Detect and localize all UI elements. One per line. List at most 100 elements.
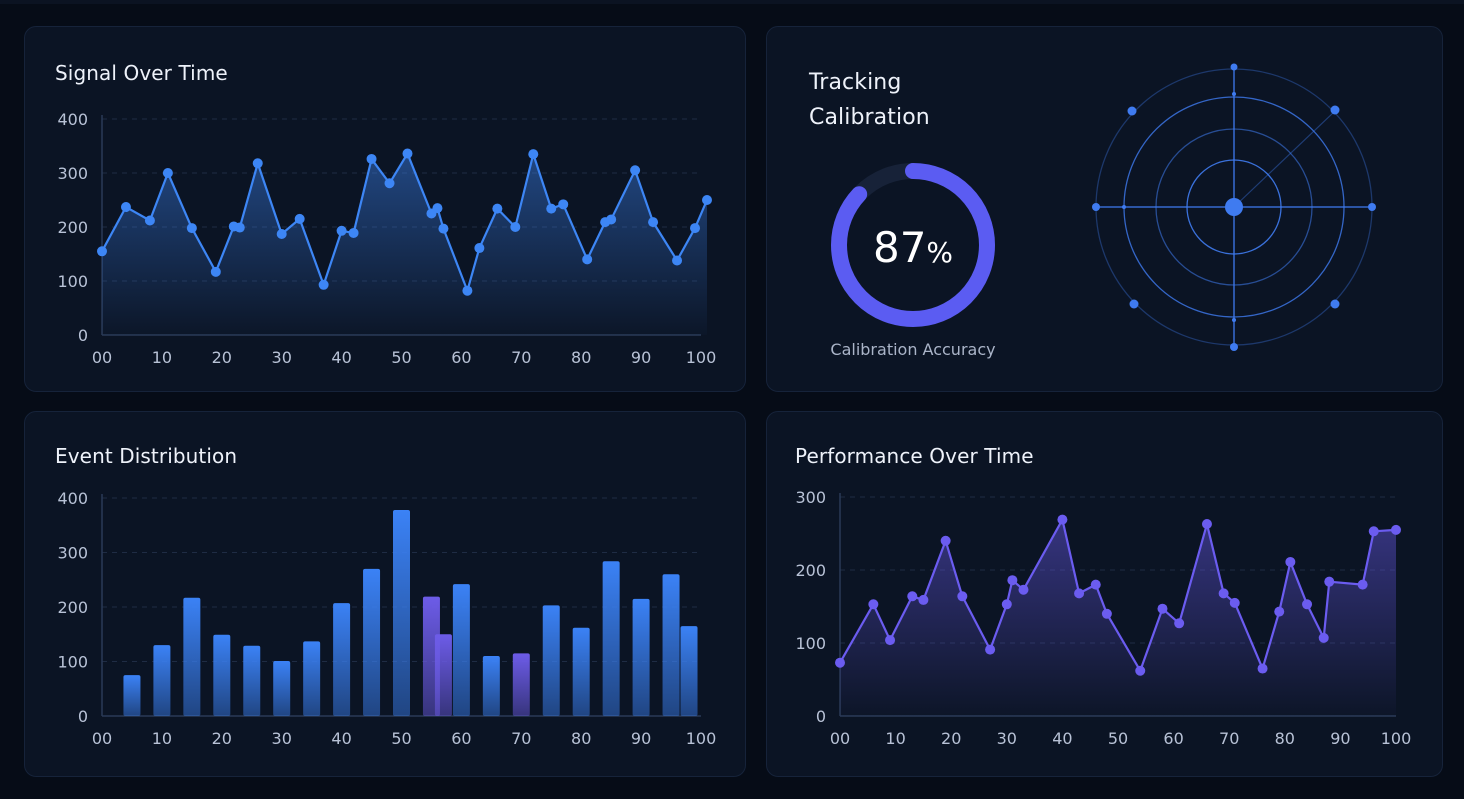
data-point (432, 203, 443, 214)
bar (183, 597, 201, 716)
x-tick-label: 20 (941, 729, 961, 748)
data-point (120, 202, 131, 213)
x-tick-label: 20 (212, 348, 232, 367)
data-point (630, 165, 641, 176)
y-tick-label: 0 (78, 707, 88, 726)
data-point (1357, 579, 1368, 590)
x-tick-label: 70 (511, 729, 531, 748)
series-area (102, 153, 707, 335)
tracking-calibration-panel: Tracking Calibration 87% Calibration Acc… (766, 26, 1443, 392)
data-point (690, 223, 701, 234)
radar-marker (1129, 299, 1139, 309)
data-point (835, 657, 845, 668)
x-tick-label: 10 (152, 348, 172, 367)
data-point (1074, 588, 1085, 599)
x-tick-label: 100 (686, 729, 717, 748)
signal-line-chart: 0 100 200 300 400 00 10 20 30 40 50 60 70 80 90 100 (57, 110, 717, 367)
bar (303, 641, 321, 716)
y-tick-label: 0 (816, 707, 826, 726)
data-point (97, 246, 107, 257)
top-border (0, 0, 1464, 4)
x-tick-label: 40 (331, 348, 351, 367)
data-point (162, 168, 173, 178)
data-point (1007, 575, 1018, 586)
event-distribution-panel: Event Distribution 0 100 200 300 400 00 10 20 30… (24, 411, 746, 777)
y-tick-label: 300 (57, 544, 88, 563)
data-point (1318, 632, 1329, 643)
x-tick-label: 90 (631, 348, 651, 367)
x-tick-label: 80 (571, 729, 591, 748)
y-tick-label: 100 (57, 653, 88, 672)
y-tick-label: 100 (795, 634, 826, 653)
data-point (1368, 526, 1379, 537)
x-tick-label: 00 (92, 348, 112, 367)
bar (512, 653, 530, 716)
x-tick-label: 80 (571, 348, 591, 367)
x-tick-label: 60 (451, 729, 471, 748)
x-tick-label: 50 (391, 729, 411, 748)
data-point (1101, 608, 1112, 619)
data-point (1324, 576, 1335, 587)
radar-center-dot (1225, 198, 1243, 216)
bar (333, 603, 351, 716)
data-point (957, 591, 968, 602)
x-tick-label: 20 (212, 729, 232, 748)
radar-marker (1230, 63, 1238, 71)
performance-over-time-panel: Performance Over Time 0 100 200 300 00 10 20 30… (766, 411, 1443, 777)
panel-title-line-2: Calibration (809, 105, 930, 130)
x-tick-label: 100 (686, 348, 717, 367)
series-area (840, 519, 1396, 716)
data-point (384, 178, 395, 189)
y-tick-label: 0 (78, 326, 88, 345)
data-point (276, 229, 287, 240)
radar-marker (1092, 203, 1100, 211)
bar (680, 626, 698, 716)
gauge-number: 87 (873, 223, 926, 272)
x-tick-label: 90 (1330, 729, 1350, 748)
y-tick-label: 400 (57, 489, 88, 508)
data-point (402, 148, 413, 159)
bar (482, 656, 500, 716)
radar-marker (1122, 205, 1126, 209)
y-tick-label: 300 (795, 488, 826, 507)
x-tick-label: 30 (997, 729, 1017, 748)
data-point (474, 243, 485, 254)
data-point (1257, 663, 1268, 674)
bar (434, 634, 452, 716)
y-tick-label: 200 (795, 561, 826, 580)
panel-title: Performance Over Time (795, 444, 1034, 468)
y-tick-label: 200 (57, 598, 88, 617)
radar-marker (1330, 105, 1340, 115)
data-point (438, 223, 449, 234)
x-tick-label: 50 (391, 348, 411, 367)
data-point (1391, 524, 1401, 535)
y-tick-label: 200 (57, 218, 88, 237)
data-point (918, 594, 929, 605)
event-bar-chart: 0 100 200 300 400 00 10 20 30 40 50 60 70 80 90 100 (57, 489, 717, 748)
radar-marker (1330, 299, 1340, 309)
bar (452, 584, 470, 716)
data-point (252, 158, 263, 169)
bar (393, 509, 410, 716)
data-point (492, 203, 503, 214)
data-point (1001, 599, 1012, 610)
bar (153, 645, 171, 716)
data-point (294, 213, 305, 224)
bar (542, 605, 560, 716)
bar (123, 675, 141, 716)
y-tick-label: 400 (57, 110, 88, 129)
bar (243, 645, 261, 716)
data-point (1135, 665, 1146, 676)
bar (213, 634, 231, 716)
gauge-progress-arc (831, 163, 995, 327)
data-point (462, 285, 473, 296)
data-point (1285, 556, 1296, 567)
performance-line-chart: 0 100 200 300 00 10 20 30 40 50 60 70 80 90 100 (795, 488, 1411, 748)
radar-marker (1127, 106, 1137, 116)
x-tick-label: 10 (152, 729, 172, 748)
data-point (672, 255, 683, 266)
x-tick-label: 40 (1052, 729, 1072, 748)
radar-marker (1232, 92, 1236, 96)
x-tick-label: 30 (272, 348, 292, 367)
panel-title: Signal Over Time (55, 61, 228, 85)
